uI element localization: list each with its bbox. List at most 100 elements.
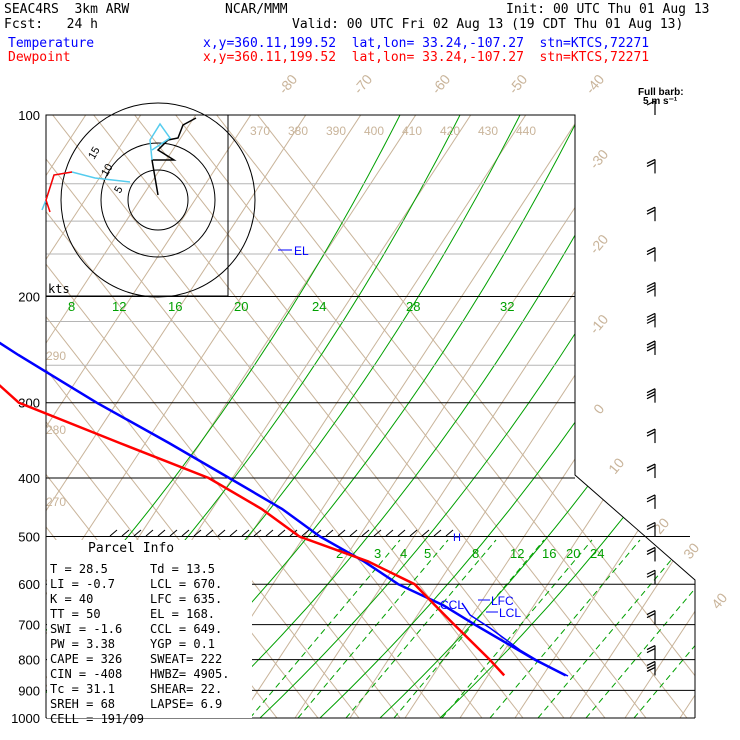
hatch-mark — [193, 529, 202, 537]
hodograph-trace — [151, 117, 197, 196]
parcel-row-left: SREH = 68 — [50, 697, 115, 711]
hodograph-trace-red — [45, 171, 73, 213]
isotherm-label: -60 — [428, 71, 453, 97]
mixing-ratio-label: 20 — [234, 299, 248, 314]
wind-barb-flag — [646, 346, 656, 352]
mixing-ratio-line — [585, 539, 695, 718]
mixing-ratio-line — [297, 539, 449, 718]
barb-legend-value: 5 m s⁻¹ — [643, 96, 678, 107]
mixing-ratio-label: 12 — [112, 299, 126, 314]
hatch-mark — [241, 529, 250, 537]
wind-barb-flag — [646, 100, 656, 106]
sounding-series — [0, 341, 569, 677]
wind-barb-flag — [646, 247, 656, 253]
wind-barb-flag — [646, 546, 656, 552]
hodograph-ring — [127, 169, 189, 231]
hatch-mark — [145, 529, 154, 537]
wind-barb-flag — [646, 524, 656, 531]
wind-barb-flag — [646, 431, 656, 437]
hatch-mark — [349, 529, 358, 537]
hatch-mark — [229, 529, 238, 537]
hodograph-ring-label: 5 — [112, 184, 125, 195]
pressure-label: 200 — [18, 290, 40, 305]
parcel-row-left: K = 40 — [50, 592, 93, 606]
isotherm-line — [46, 115, 401, 718]
wind-barb — [646, 610, 656, 625]
mixing-ratio-line — [489, 539, 641, 718]
wind-barb-flag — [646, 466, 656, 472]
model-title: SEAC4RS 3km ARW — [4, 2, 130, 17]
mixing-ratio-label: 5 — [424, 546, 431, 561]
mixing-ratio-label: 28 — [406, 299, 420, 314]
hodograph-ring-label: 10 — [99, 162, 116, 179]
pressure-label: 700 — [18, 618, 40, 633]
hatch-mark — [169, 529, 178, 537]
isotherm-label: 40 — [708, 590, 730, 612]
mixing-ratio-label: 8 — [68, 299, 75, 314]
hatch-mark — [337, 529, 346, 537]
hatch-mark — [121, 529, 130, 537]
hatch-mark — [217, 529, 226, 537]
wind-barb — [646, 463, 656, 479]
dry-adiabat — [459, 115, 695, 718]
wind-barb-flag — [646, 610, 656, 616]
hatch-mark — [181, 529, 190, 537]
parcel-row-left: SWI = -1.6 — [50, 622, 122, 636]
mixing-ratio-line — [441, 539, 593, 718]
theta-label: 370 — [250, 124, 270, 138]
mixing-ratio-label: 16 — [168, 299, 182, 314]
hatch-mark — [421, 529, 430, 537]
theta-label: 270 — [46, 495, 66, 509]
dry-adiabat — [46, 115, 331, 718]
valid-time: Valid: 00 UTC Fri 02 Aug 13 (19 CDT Thu … — [292, 17, 684, 32]
wind-barb — [646, 388, 656, 403]
dry-adiabat — [46, 115, 166, 718]
isotherm-label: -30 — [586, 146, 611, 172]
theta-label: 280 — [46, 423, 66, 437]
pressure-label: 900 — [18, 683, 40, 698]
wind-barb — [646, 100, 656, 115]
wind-barb-flag — [646, 394, 656, 400]
isotherm-line — [216, 115, 688, 718]
pressure-label: 100 — [18, 108, 40, 123]
parcel-row-left: CIN = -408 — [50, 667, 122, 681]
theta-label: 410 — [402, 124, 422, 138]
wind-barb-flag — [646, 281, 656, 288]
wind-barb-flag — [646, 206, 656, 212]
theta-label: 430 — [478, 124, 498, 138]
isotherm-label: 0 — [590, 401, 607, 417]
wind-barb — [646, 247, 656, 262]
hodograph-trace-upper — [149, 122, 172, 161]
parcel-info-title: Parcel Info — [88, 541, 174, 556]
wind-barb-flag — [646, 284, 656, 291]
wind-barbs — [646, 100, 656, 676]
dewpoint-line — [0, 384, 506, 677]
wind-barb-flag — [646, 572, 656, 578]
wind-barb-flag — [646, 663, 656, 669]
dry-adiabat — [624, 115, 695, 718]
wind-barb-flag — [646, 648, 656, 654]
mixing-ratio-label: 3 — [374, 546, 381, 561]
theta-label: 290 — [46, 349, 66, 363]
temperature-legend: Temperature — [8, 36, 95, 51]
isotherm-label: -80 — [275, 71, 300, 97]
parcel-row-left: CELL = 191/09 — [50, 712, 144, 726]
parcel-row-right: CCL = 649. — [150, 622, 222, 636]
marker-h: H — [453, 532, 461, 544]
wind-barb — [646, 660, 656, 676]
wind-barb-flag — [646, 613, 656, 619]
theta-label: 390 — [326, 124, 346, 138]
isotherm-label: -10 — [586, 311, 611, 337]
wind-barb — [646, 312, 656, 328]
wind-barb-flag — [646, 494, 656, 500]
theta-label: 380 — [288, 124, 308, 138]
hatch-mark — [133, 529, 142, 537]
wind-barb — [646, 281, 656, 297]
theta-label: 420 — [440, 124, 460, 138]
mixing-ratio-line — [345, 539, 497, 718]
dewpoint-location: x,y=360.11,199.52 lat,lon= 33.24,-107.27… — [203, 50, 650, 65]
wind-barb-flag — [646, 666, 656, 672]
hatch-mark — [313, 529, 322, 537]
lcl-label: LCL — [499, 606, 521, 620]
